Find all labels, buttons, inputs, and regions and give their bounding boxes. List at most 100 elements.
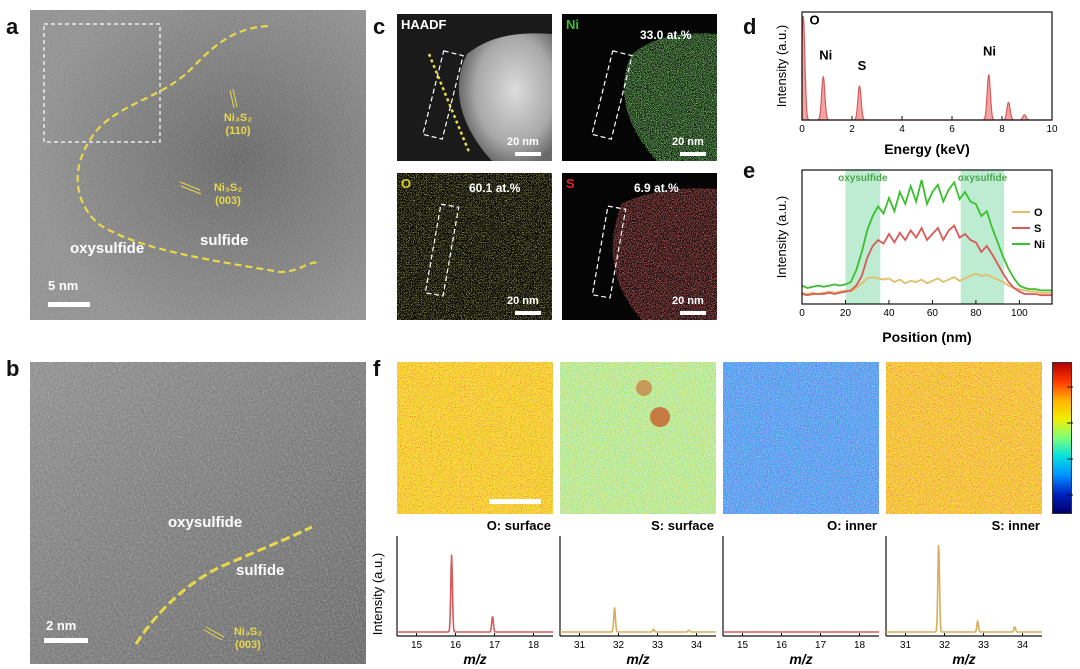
x-axis-label: m/z [789,651,812,667]
label-s: S [566,176,575,191]
peak-label: Ni [819,48,832,63]
ni-map-image [591,33,717,161]
spectrum-title: O: surface [487,518,551,533]
x-tick-label: 32 [939,640,951,651]
x-tick-label: 16 [450,640,462,651]
oxysulfide-region [845,170,881,304]
x-axis-label: m/z [952,651,975,667]
x-tick-label: 100 [1011,308,1028,319]
interface-boundary-line-b [134,525,313,645]
x-tick-label: 31 [900,640,912,651]
scale-text-ni: 20 nm [672,136,704,148]
panel-label-d: d [743,14,757,39]
x-tick-label: 18 [854,640,866,651]
x-axis-label: Energy (keV) [884,141,970,157]
tem-texture-b [30,362,366,664]
label-o: O [401,176,412,191]
x-tick-label: 6 [949,124,955,135]
x-tick-label: 15 [737,640,749,651]
map-ni: Ni 33.0 at.% 20 nm [562,14,717,161]
scale-text-o: 20 nm [507,295,539,307]
annot-ni3s2-110: Ni₃S₂ (110) [223,112,253,137]
series-line-s [801,224,1052,297]
colorbar [1052,362,1073,514]
label-oxysulfide-a: oxysulfide [70,240,145,257]
spectrum-line [560,607,716,633]
x-axis-label: m/z [626,651,649,667]
chart-d-frame [801,11,1053,121]
series-line-o [801,272,1052,295]
x-tick-label: 80 [970,308,982,319]
o-percentage: 60.1 at.% [469,181,521,195]
peak-label: Ni [983,44,996,59]
sims-map-o-surface [397,362,553,514]
region-label: oxysulfide [958,173,1008,184]
peak-label: O [809,12,819,27]
scale-bar-f [489,499,541,504]
chart-f-spectra: 15 16 17 18 O: surface m/z 31 32 33 34 S: surface m… [366,516,1080,669]
sims-map-s-surface [560,362,716,514]
scale-bar-b [44,638,88,643]
x-tick-label: 33 [978,640,990,651]
annot-ni3s2-003-b: Ni₃S₂ (003) [233,626,263,651]
s-map-image [591,188,717,320]
label-oxysulfide-b: oxysulfide [168,514,243,531]
x-axis-label: m/z [463,651,486,667]
tem-image-a: Ni₃S₂ (110) Ni₃S₂ (003) oxysulfide sulfide… [30,10,366,320]
x-tick-label: 17 [489,640,501,651]
chart-d: 0 2 4 6 8 10 O Ni S Ni Energy (keV) Intensity (a.u.… [760,8,1076,158]
map-s: S 6.9 at.% 20 nm [562,173,717,320]
y-axis-label: Intensity (a.u.) [774,25,789,107]
annot-ni3s2-003-a: Ni₃S₂ (003) [213,182,243,207]
legend-label-s: S [1034,223,1041,235]
s-percentage: 6.9 at.% [634,181,679,195]
chart-e-frame [801,169,1053,305]
x-tick-label: 8 [999,124,1005,135]
x-tick-label: 31 [574,640,586,651]
label-haadf: HAADF [401,17,447,32]
chart-d-svg: 0 2 4 6 8 10 O Ni S Ni Energy (keV) Intensity (a.u.… [774,11,1058,157]
haadf-image [422,33,552,161]
spectrum-line [397,554,553,633]
sims-map-s-inner [886,362,1042,514]
scale-bar-a [48,302,90,307]
x-tick-label: 33 [652,640,664,651]
scale-text-a: 5 nm [48,278,79,293]
map-o: O 60.1 at.% 20 nm [397,173,552,320]
zoom-region-box [43,23,161,143]
label-sulfide-b: sulfide [236,562,285,579]
scale-text-s: 20 nm [672,295,704,307]
panel-label-c: c [373,14,386,39]
panel-label-b: b [6,356,20,381]
x-tick-label: 34 [1017,640,1029,651]
x-tick-label: 10 [1046,124,1058,135]
o-map-image [397,173,552,320]
spectrum-title: S: surface [651,518,714,533]
region-label: oxysulfide [838,173,888,184]
chart-e: oxysulfide oxysulfide 0 20 40 60 80 100 O S Ni Posi… [760,160,1076,346]
y-axis-label: Intensity (a.u.) [370,553,385,635]
tem-texture-a [30,10,366,320]
tem-image-b: oxysulfide sulfide 2 nm Ni₃S₂ (003) [30,362,366,664]
x-tick-label: 0 [799,308,805,319]
interface-boundary-line [76,24,319,274]
x-tick-label: 34 [691,640,703,651]
label-sulfide-a: sulfide [200,232,249,249]
x-tick-label: 16 [776,640,788,651]
x-tick-label: 0 [799,124,805,135]
label-ni: Ni [566,17,579,32]
sims-map-o-inner [723,362,879,514]
peak-label: S [858,58,867,73]
eds-spectrum-line [801,15,1052,121]
spectrum-line [886,545,1042,633]
legend-label-ni: Ni [1034,239,1045,251]
y-axis-label: Intensity (a.u.) [774,196,789,278]
panel-label-e: e [743,158,756,183]
chart-f-svg: 15 16 17 18 O: surface m/z 31 32 33 34 S: surface m… [370,518,1042,667]
x-tick-label: 2 [849,124,855,135]
x-axis-label: Position (nm) [882,329,971,345]
chart-e-svg: oxysulfide oxysulfide 0 20 40 60 80 100 OS Ni Posi… [774,169,1053,345]
scale-text-b: 2 nm [46,618,77,633]
spectrum-title: S: inner [992,518,1040,533]
spectrum-title: O: inner [827,518,877,533]
